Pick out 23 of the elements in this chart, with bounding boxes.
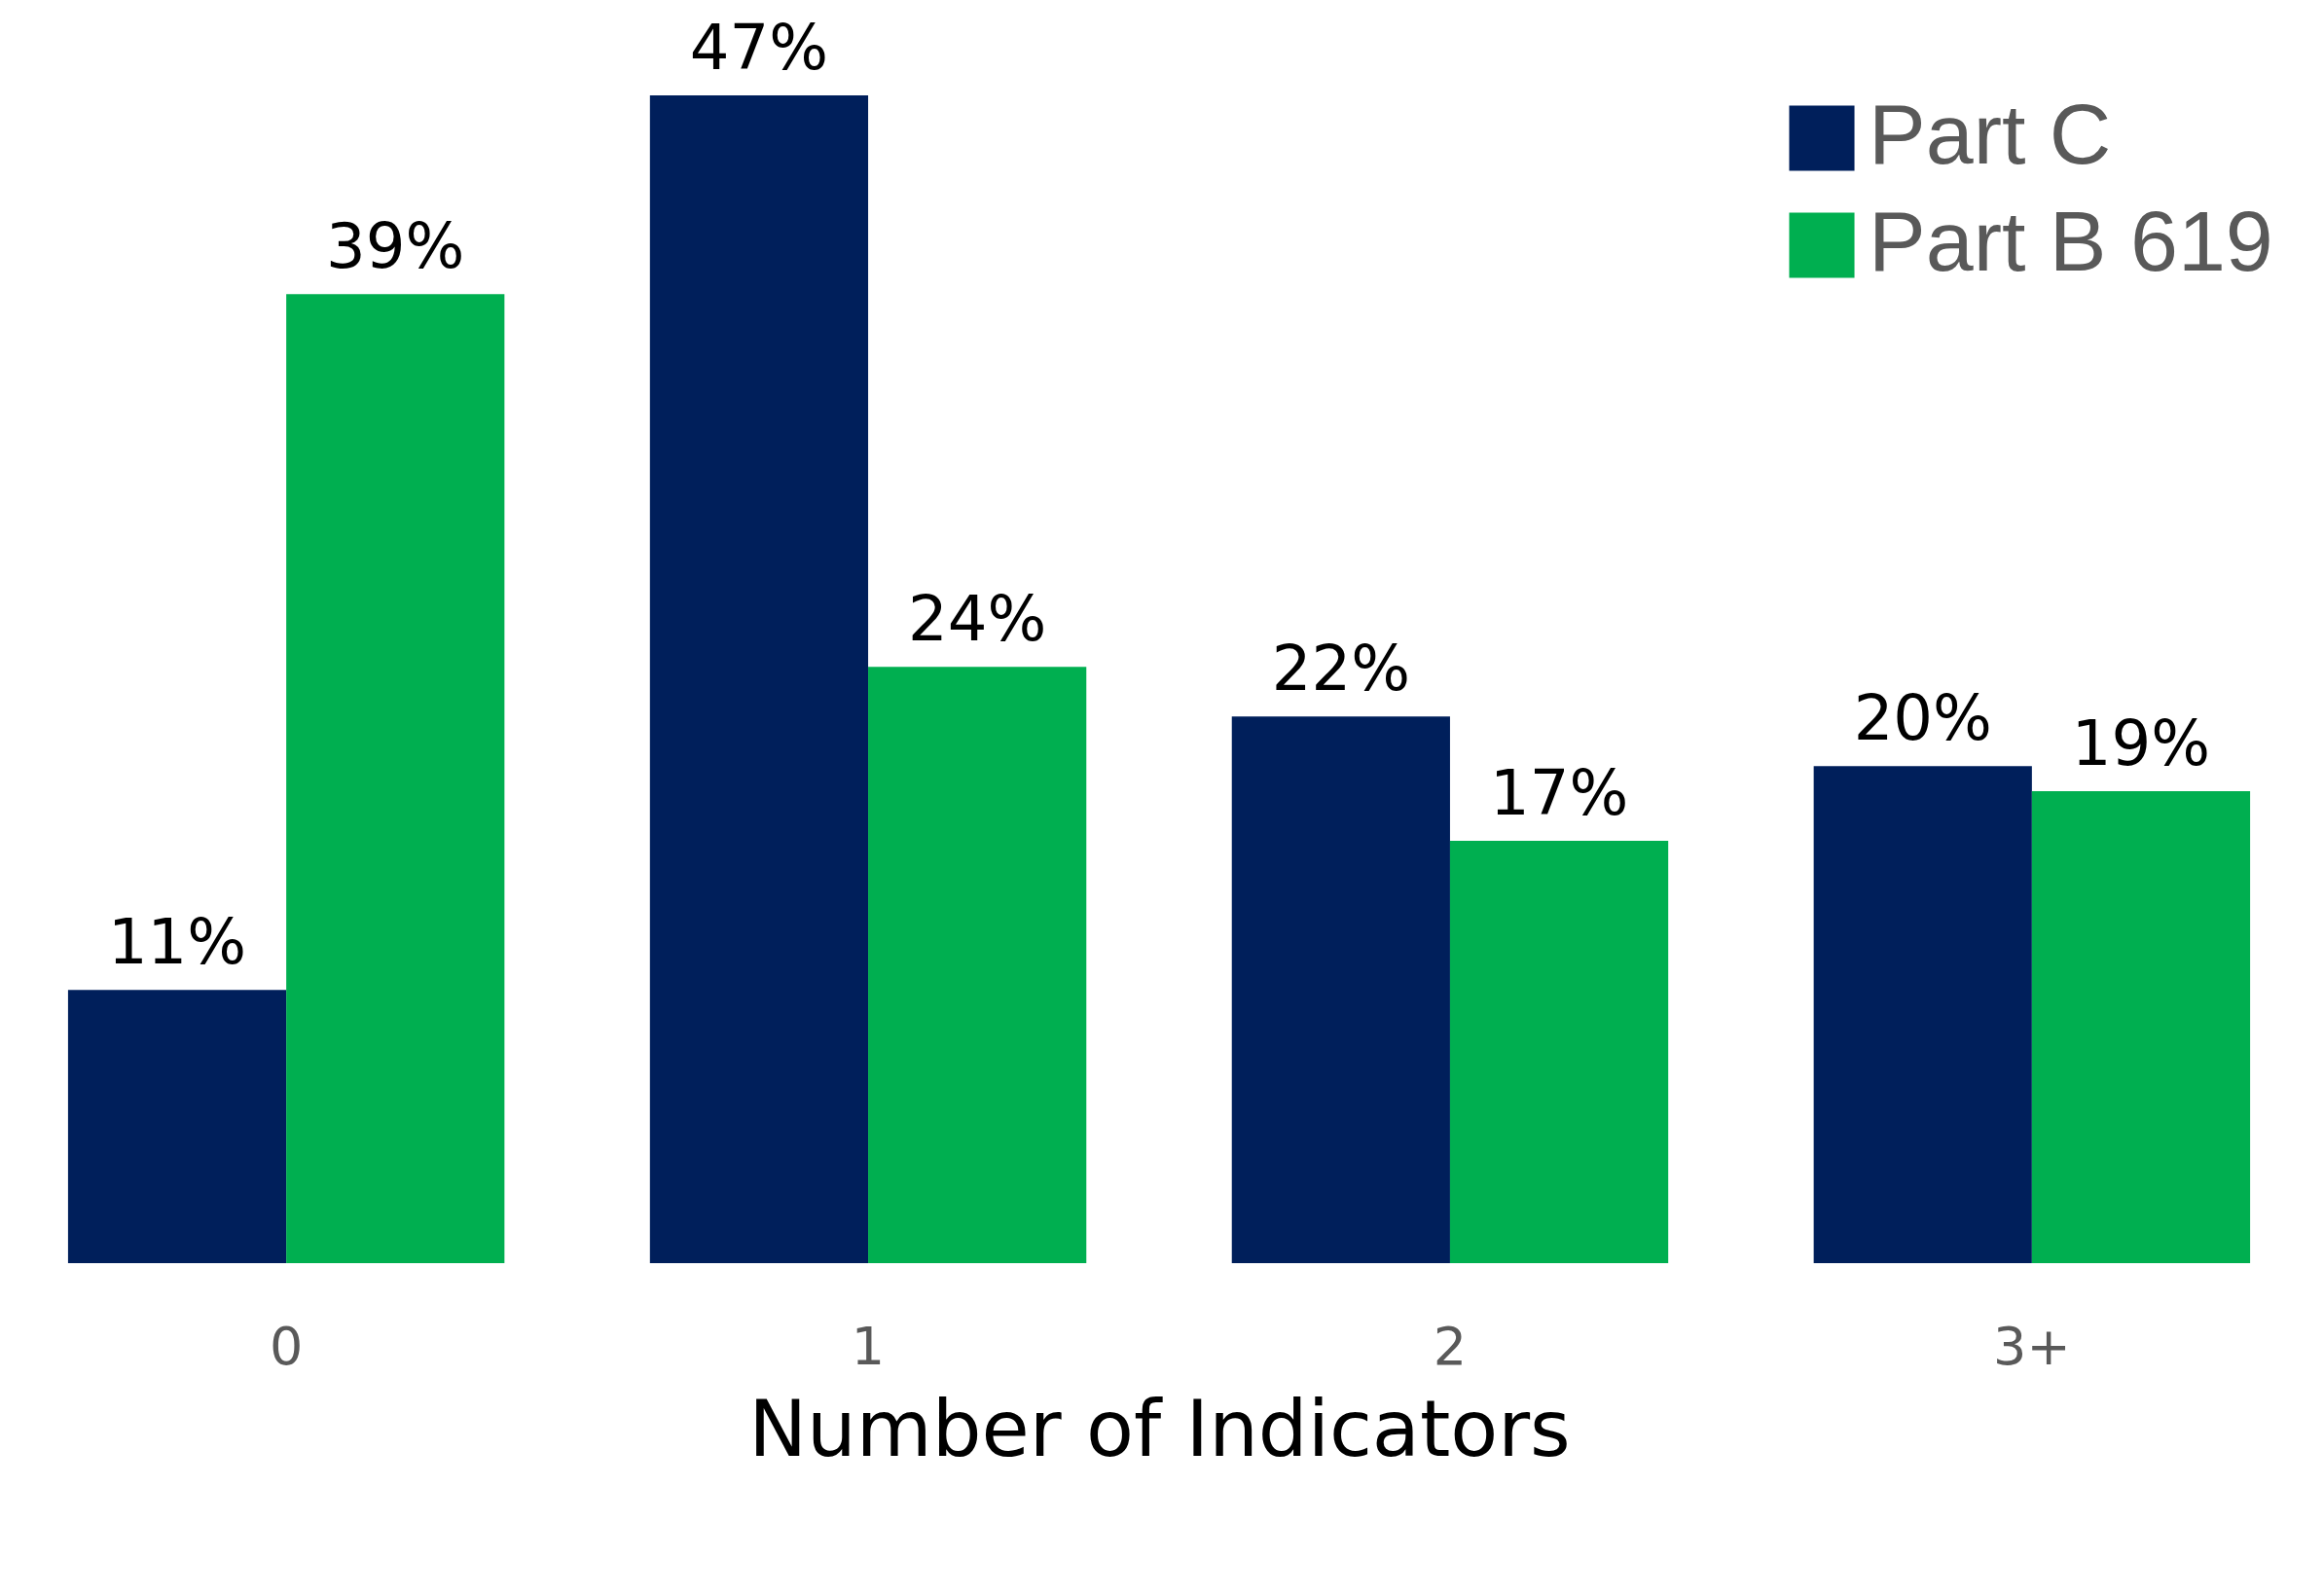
legend-label: Part B 619 [1869,193,2273,289]
x-tick-label: 1 [851,1315,886,1377]
bar [1813,766,2032,1263]
data-label: 24% [908,583,1047,656]
x-tick-label: 2 [1433,1315,1468,1377]
data-label: 17% [1489,756,1629,829]
x-tick-label: 3+ [1993,1315,2071,1377]
bar [2031,790,2251,1263]
bar [1449,840,1669,1263]
bar [1231,716,1450,1263]
data-label: 47% [689,12,829,84]
x-axis-title: Number of Indicators [748,1383,1571,1474]
legend-label: Part C [1869,86,2112,182]
x-tick-label: 0 [269,1315,304,1377]
bar [67,990,287,1263]
data-label: 19% [2071,707,2211,779]
data-label: 20% [1853,682,1992,755]
bar [868,667,1087,1263]
bar [286,294,505,1263]
bar [649,95,869,1263]
data-label: 11% [107,906,247,979]
data-label: 39% [326,210,465,283]
data-label: 22% [1271,633,1410,706]
